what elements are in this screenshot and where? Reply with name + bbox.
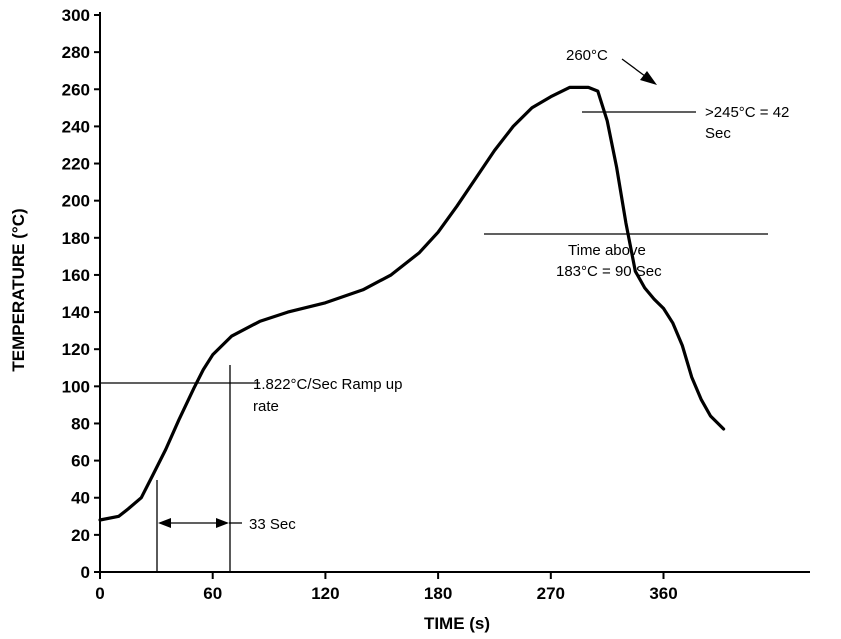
y-tick-label: 200: [62, 192, 90, 211]
y-tick-label: 20: [71, 526, 90, 545]
y-tick-label: 80: [71, 414, 90, 433]
duration-label: 33 Sec: [249, 516, 296, 533]
peak-label: 260°C: [566, 47, 608, 64]
duration-arrow-right-head: [216, 518, 229, 528]
x-tick-label: 360: [649, 584, 677, 603]
y-tick-label: 40: [71, 489, 90, 508]
y-axis-title: TEMPERATURE (°C): [9, 208, 28, 371]
above183-label-line1: Time above: [568, 242, 646, 259]
y-tick-label: 260: [62, 80, 90, 99]
x-axis-title: TIME (s): [424, 614, 490, 633]
x-axis-ticks: 0 60 120 180 270 360: [95, 572, 678, 603]
y-axis-ticks: 0 20 40 60 80 100 120 140 160 180 200 220 240 260 280 3…: [62, 6, 100, 582]
y-tick-label: 280: [62, 43, 90, 62]
y-tick-label: 140: [62, 303, 90, 322]
y-tick-label: 160: [62, 266, 90, 285]
ramp-label-line2: rate: [253, 398, 279, 415]
x-tick-label: 180: [424, 584, 452, 603]
x-tick-label: 120: [311, 584, 339, 603]
y-tick-label: 300: [62, 6, 90, 25]
above245-label-line1: >245°C = 42: [705, 104, 789, 121]
y-tick-label: 120: [62, 340, 90, 359]
x-tick-label: 270: [537, 584, 565, 603]
x-tick-label: 0: [95, 584, 104, 603]
duration-arrow-left-head: [158, 518, 171, 528]
temperature-curve: [98, 85, 726, 522]
above183-label-line2: 183°C = 90 Sec: [556, 263, 662, 280]
y-tick-label: 240: [62, 117, 90, 136]
y-tick-label: 220: [62, 155, 90, 174]
y-tick-label: 180: [62, 229, 90, 248]
x-tick-label: 60: [203, 584, 222, 603]
y-tick-label: 0: [81, 563, 90, 582]
ramp-label-line1: 1.822°C/Sec Ramp up: [253, 376, 402, 393]
peak-arrow-head: [640, 71, 657, 85]
above245-label-line2: Sec: [705, 125, 731, 142]
y-tick-label: 60: [71, 452, 90, 471]
y-tick-label: 100: [62, 377, 90, 396]
